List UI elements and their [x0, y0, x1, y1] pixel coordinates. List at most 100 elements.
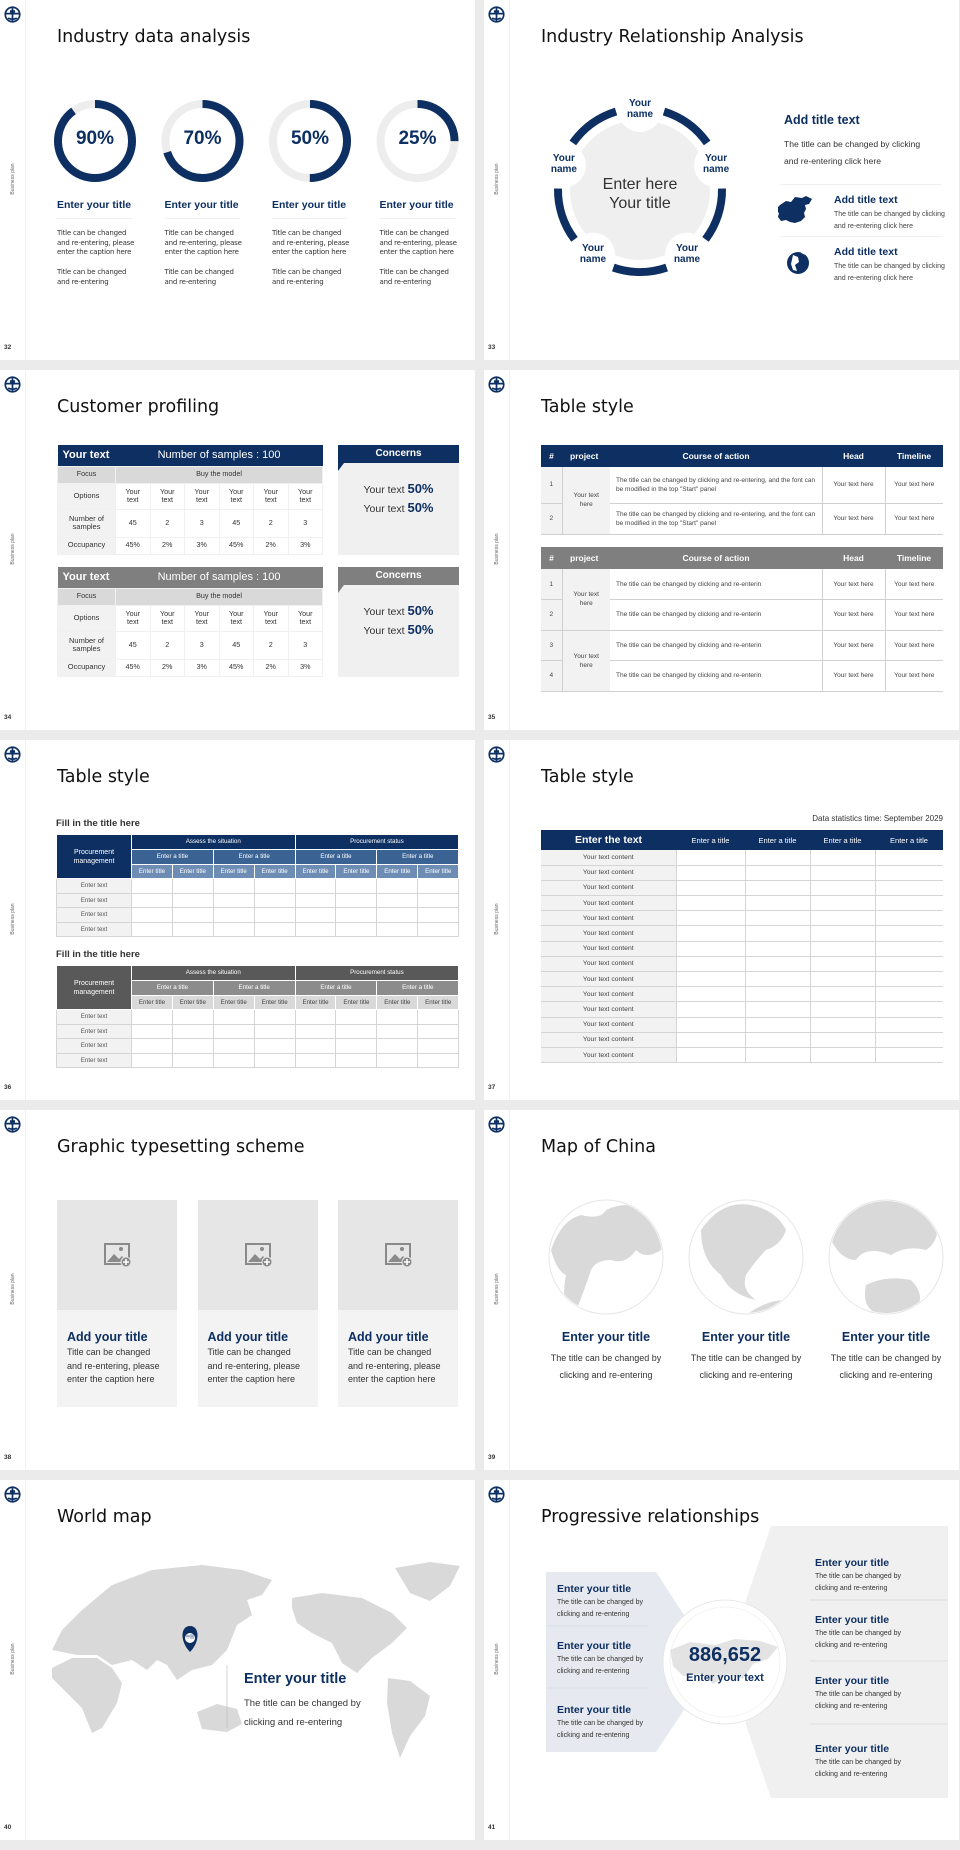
- slide-34[interactable]: Business plan 34 Customer profiling Your te…: [0, 370, 475, 730]
- table-cell[interactable]: [253, 1038, 296, 1054]
- table-cell[interactable]: [294, 921, 337, 937]
- table-cell[interactable]: [744, 925, 810, 942]
- table-cell[interactable]: [212, 892, 255, 908]
- table-cell[interactable]: [335, 907, 378, 923]
- table-cell[interactable]: [335, 1038, 378, 1054]
- table-cell[interactable]: [212, 1052, 255, 1068]
- table-cell[interactable]: [809, 1001, 875, 1018]
- table-cell[interactable]: [171, 1009, 214, 1025]
- table-cell[interactable]: [376, 1023, 419, 1039]
- table-cell[interactable]: [744, 1017, 810, 1033]
- table-cell[interactable]: [131, 1023, 173, 1039]
- table-cell[interactable]: [744, 956, 810, 973]
- table-cell[interactable]: [212, 878, 255, 894]
- table-cell[interactable]: [744, 971, 810, 988]
- table-cell[interactable]: [874, 1001, 943, 1018]
- table-cell[interactable]: [675, 850, 745, 866]
- table-cell[interactable]: [744, 895, 810, 912]
- table-cell[interactable]: [675, 941, 745, 957]
- slide-37[interactable]: Business plan 37 Table style Data statistic…: [484, 740, 959, 1100]
- table-cell[interactable]: [744, 865, 810, 881]
- table-cell[interactable]: [874, 910, 943, 927]
- table-cell[interactable]: [376, 1052, 419, 1068]
- table-cell[interactable]: [335, 1009, 378, 1025]
- table-cell[interactable]: [809, 910, 875, 927]
- table-cell[interactable]: [744, 1032, 810, 1048]
- table-cell[interactable]: [417, 1052, 460, 1068]
- table-cell[interactable]: [744, 986, 810, 1003]
- table-cell[interactable]: [376, 921, 419, 937]
- table-cell[interactable]: [744, 941, 810, 957]
- image-placeholder[interactable]: [338, 1200, 458, 1310]
- table-cell[interactable]: [417, 892, 460, 908]
- slide-39[interactable]: Business plan 39 Map of China Enter your ti…: [484, 1110, 959, 1470]
- table-cell[interactable]: [131, 1038, 173, 1054]
- slide-36[interactable]: Business plan 36 Table style Fill in the ti…: [0, 740, 475, 1100]
- table-cell[interactable]: [675, 1017, 745, 1033]
- table-cell[interactable]: [675, 971, 745, 988]
- table-cell[interactable]: [675, 895, 745, 912]
- table-cell[interactable]: [874, 895, 943, 912]
- table-cell[interactable]: [335, 878, 378, 894]
- table-cell[interactable]: [335, 921, 378, 937]
- table-cell[interactable]: [417, 878, 460, 894]
- table-cell[interactable]: [212, 1009, 255, 1025]
- table-cell[interactable]: [171, 1038, 214, 1054]
- table-cell[interactable]: [376, 878, 419, 894]
- table-cell[interactable]: [335, 1023, 378, 1039]
- table-cell[interactable]: [131, 892, 173, 908]
- table-cell[interactable]: [809, 880, 875, 897]
- table-cell[interactable]: [675, 865, 745, 881]
- table-cell[interactable]: [809, 941, 875, 957]
- table-cell[interactable]: [376, 1038, 419, 1054]
- table-cell[interactable]: [675, 956, 745, 973]
- table-cell[interactable]: [131, 878, 173, 894]
- table-cell[interactable]: [417, 1023, 460, 1039]
- table-cell[interactable]: [335, 892, 378, 908]
- table-cell[interactable]: [675, 1001, 745, 1018]
- table-cell[interactable]: [809, 1032, 875, 1048]
- table-cell[interactable]: [417, 907, 460, 923]
- slide-35[interactable]: Business plan 35 Table style # project Course…: [484, 370, 959, 730]
- table-cell[interactable]: [131, 921, 173, 937]
- table-cell[interactable]: [874, 971, 943, 988]
- table-cell[interactable]: [212, 921, 255, 937]
- table-cell[interactable]: [253, 907, 296, 923]
- table-cell[interactable]: [294, 892, 337, 908]
- table-cell[interactable]: [675, 880, 745, 897]
- table-cell[interactable]: [874, 1017, 943, 1033]
- table-cell[interactable]: [744, 850, 810, 866]
- table-cell[interactable]: [171, 1023, 214, 1039]
- table-cell[interactable]: [253, 1052, 296, 1068]
- table-cell[interactable]: [253, 892, 296, 908]
- table-cell[interactable]: [809, 986, 875, 1003]
- slide-40[interactable]: Business plan 40 World map 中国 Enter your tit…: [0, 1480, 475, 1840]
- table-cell[interactable]: [376, 892, 419, 908]
- table-cell[interactable]: [294, 1052, 337, 1068]
- table-cell[interactable]: [417, 1009, 460, 1025]
- slide-41[interactable]: Business plan 41 Progressive relationships…: [484, 1480, 959, 1840]
- table-cell[interactable]: [212, 907, 255, 923]
- table-cell[interactable]: [744, 910, 810, 927]
- table-cell[interactable]: [874, 925, 943, 942]
- table-cell[interactable]: [874, 850, 943, 866]
- table-cell[interactable]: [809, 971, 875, 988]
- image-placeholder[interactable]: [57, 1200, 177, 1310]
- table-cell[interactable]: [874, 880, 943, 897]
- table-cell[interactable]: [171, 878, 214, 894]
- table-cell[interactable]: [294, 1023, 337, 1039]
- table-cell[interactable]: [253, 1009, 296, 1025]
- table-cell[interactable]: [171, 921, 214, 937]
- table-cell[interactable]: [294, 907, 337, 923]
- slide-33[interactable]: Business plan 33 Industry Relationship Ana…: [484, 0, 959, 360]
- table-cell[interactable]: [675, 910, 745, 927]
- table-cell[interactable]: [253, 1023, 296, 1039]
- table-cell[interactable]: [212, 1023, 255, 1039]
- table-cell[interactable]: [809, 865, 875, 881]
- table-cell[interactable]: [874, 941, 943, 957]
- table-cell[interactable]: [809, 895, 875, 912]
- table-cell[interactable]: [376, 907, 419, 923]
- image-placeholder[interactable]: [197, 1200, 318, 1310]
- table-cell[interactable]: [874, 986, 943, 1003]
- table-cell[interactable]: [744, 880, 810, 897]
